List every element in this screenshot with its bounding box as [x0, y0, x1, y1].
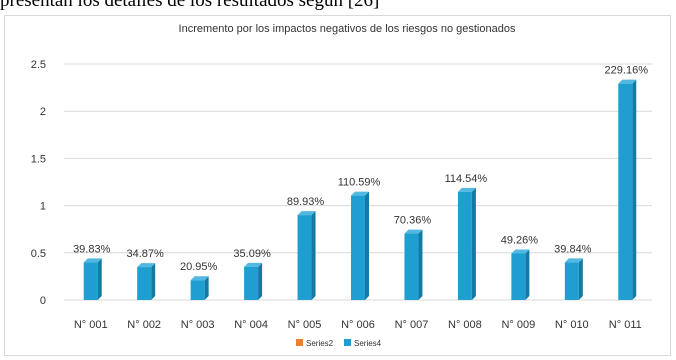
bar-front: [404, 233, 419, 300]
x-tick-label-7: N° 007: [395, 319, 429, 331]
bar-7: [404, 229, 423, 300]
x-tick-label-11: N° 011: [609, 319, 642, 331]
y-tick-label-4: 2: [40, 106, 46, 118]
y-tick-label-1: 0.5: [31, 248, 46, 260]
data-label-5: 89.93%: [287, 196, 325, 208]
bar-top: [457, 187, 476, 192]
chart-frame: [4, 15, 671, 356]
data-label-9: 49.26%: [501, 234, 539, 246]
bar-front: [618, 83, 633, 300]
data-label-10: 39.84%: [554, 243, 592, 255]
data-label-7: 70.36%: [394, 215, 432, 227]
bar-2: [137, 263, 156, 300]
legend-swatch: [344, 339, 351, 346]
bar-3: [190, 276, 209, 300]
bar-top: [190, 276, 209, 281]
bar-front: [190, 280, 205, 300]
document-top-text: presentan los detalles de los resultados…: [0, 0, 380, 11]
bar-11: [618, 79, 637, 300]
x-axis-ticks: N° 001 N° 002 N° 003 N° 004 N° 005 N° 006 N° 0…: [74, 319, 642, 331]
bar-side: [632, 79, 637, 300]
data-label-4: 35.09%: [233, 248, 271, 260]
bar-top: [564, 258, 583, 263]
bar-front: [83, 262, 98, 300]
x-tick-label-8: N° 008: [448, 319, 482, 331]
data-label-11: 229.16%: [605, 65, 649, 77]
bar-top: [511, 249, 530, 254]
bar-5: [297, 211, 316, 300]
bar-side: [471, 187, 476, 300]
bar-9: [511, 249, 530, 300]
bar-front: [137, 267, 152, 300]
bar-side: [365, 191, 369, 300]
bar-side: [525, 249, 530, 300]
bar-side: [578, 258, 583, 300]
bar-8: [457, 187, 476, 300]
bar-1: [83, 258, 102, 300]
x-tick-label-6: N° 006: [341, 319, 375, 331]
bar-6: [351, 191, 369, 300]
x-tick-label-3: N° 003: [181, 319, 215, 331]
bar-4: [244, 262, 263, 300]
bar-top: [297, 211, 316, 216]
bar-front: [511, 253, 526, 300]
bars: [83, 79, 637, 300]
bar-top: [351, 191, 369, 196]
legend-label: Series4: [354, 339, 382, 348]
bar-side: [418, 229, 423, 300]
bar-top: [244, 262, 263, 267]
data-label-1: 39.83%: [73, 243, 111, 255]
legend-label: Series2: [306, 339, 334, 348]
bar-side: [258, 262, 263, 300]
y-axis-ticks: 0 0.5 1 1.5 2 2.5: [31, 59, 46, 307]
data-label-8: 114.54%: [445, 173, 488, 185]
x-tick-label-9: N° 009: [501, 319, 535, 331]
y-tick-label-3: 1.5: [31, 153, 46, 165]
x-tick-label-4: N° 004: [234, 319, 268, 331]
bar-top: [618, 79, 637, 84]
legend-item-series4: Series4: [344, 339, 382, 348]
data-label-3: 20.95%: [180, 261, 218, 273]
chart-title: Incremento por los impactos negativos de…: [179, 23, 516, 35]
bar-front: [457, 191, 472, 300]
bar-side: [204, 276, 209, 300]
bar-side: [151, 263, 156, 300]
bar-10: [564, 258, 583, 300]
y-tick-label-0: 0: [40, 295, 46, 307]
y-tick-label-2: 1: [40, 201, 46, 213]
y-tick-label-5: 2.5: [31, 59, 46, 71]
bar-side: [311, 211, 316, 300]
bar-side: [97, 258, 102, 300]
legend: Series2 Series4: [296, 339, 382, 348]
data-label-6: 110.59%: [338, 177, 381, 189]
bar-front: [297, 215, 312, 300]
x-tick-label-2: N° 002: [127, 319, 161, 331]
data-labels: 39.83% 34.87% 20.95% 35.09% 89.93% 110.59% 70.…: [73, 65, 648, 274]
data-label-2: 34.87%: [127, 248, 165, 260]
bar-top: [83, 258, 102, 263]
x-tick-label-5: N° 005: [288, 319, 322, 331]
bar-top: [404, 229, 423, 234]
x-tick-label-10: N° 010: [555, 319, 589, 331]
legend-swatch: [296, 339, 303, 346]
bar-front: [564, 262, 579, 300]
x-tick-label-1: N° 001: [74, 319, 108, 331]
legend-item-series2: Series2: [296, 339, 334, 348]
bar-top: [137, 263, 156, 268]
bar-front: [244, 266, 259, 300]
bar-front: [351, 195, 365, 300]
